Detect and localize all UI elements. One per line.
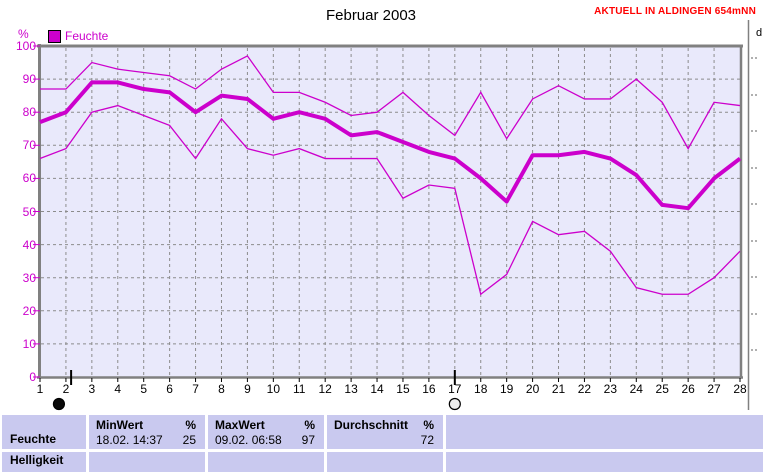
row2-maxwert-cell [208, 452, 324, 472]
x-tick-label: 5 [140, 382, 148, 396]
y-tick-label: 90 [22, 72, 36, 87]
x-tick-label: 6 [166, 382, 173, 396]
minwert-cell: MinWert % 18.02. 14:37 25 [89, 415, 205, 449]
x-tick-label: 23 [603, 382, 618, 396]
y-tick-label: 70 [22, 138, 36, 153]
chart-legend: Feuchte [48, 29, 108, 43]
row2-durchschnitt-cell [327, 452, 443, 472]
empty-cell [446, 415, 763, 449]
weather-station-page: { "header": { "title": "Februar 2003", "… [2, 6, 763, 472]
x-tick-label: 27 [707, 382, 721, 396]
maxwert-datetime: 09.02. 06:58 [215, 433, 282, 447]
minwert-value: 25 [182, 433, 196, 447]
x-tick-label: 19 [499, 382, 514, 396]
y-tick-label: 40 [22, 237, 36, 252]
row2-label: Helligkeit [10, 453, 64, 467]
durchschnitt-value: 72 [420, 433, 434, 447]
table-row2-label-cell: Helligkeit [2, 452, 86, 472]
durchschnitt-header: Durchschnitt [334, 418, 409, 432]
x-tick-label: 8 [218, 382, 225, 396]
x-tick-label: 9 [244, 382, 251, 396]
x-tick-label: 22 [577, 382, 592, 396]
x-tick-label: 20 [525, 382, 540, 396]
maxwert-unit: % [304, 418, 315, 432]
durchschnitt-unit: % [423, 418, 434, 432]
x-tick-label: 14 [370, 382, 384, 396]
maxwert-cell: MaxWert % 09.02. 06:58 97 [208, 415, 324, 449]
legend-label: Feuchte [65, 29, 109, 43]
row-label: Feuchte [10, 432, 57, 446]
x-tick-label: 18 [474, 382, 488, 396]
y-tick-label: 20 [22, 303, 36, 318]
cutoff-right-panel-label: d [756, 27, 763, 39]
x-tick-label: 16 [422, 382, 436, 396]
new-moon-icon [52, 397, 66, 411]
row2-empty-cell [446, 452, 763, 472]
x-tick-label: 28 [733, 382, 747, 396]
x-tick-label: 4 [114, 382, 122, 396]
x-tick-label: 2 [62, 382, 70, 396]
x-tick-label: 10 [266, 382, 280, 396]
row2-minwert-cell [89, 452, 205, 472]
durchschnitt-cell: Durchschnitt % 72 [327, 415, 443, 449]
x-tick-label: 7 [192, 382, 199, 396]
x-tick-label: 3 [88, 382, 96, 396]
minwert-unit: % [185, 418, 196, 432]
maxwert-value: 97 [301, 433, 315, 447]
page-title: Februar 2003 [325, 7, 417, 24]
y-axis-unit-label: % [18, 27, 29, 41]
y-tick-label: 10 [22, 336, 36, 351]
maxwert-header: MaxWert [215, 418, 265, 432]
minwert-header: MinWert [96, 418, 144, 432]
station-banner: AKTUELL IN ALDINGEN 654mNN [594, 6, 756, 17]
x-tick-label: 15 [396, 382, 410, 396]
table-row-label-cell: Feuchte [2, 415, 86, 449]
x-tick-label: 25 [655, 382, 669, 396]
full-moon-icon [448, 397, 461, 411]
minwert-datetime: 18.02. 14:37 [96, 433, 163, 447]
x-tick-label: 12 [318, 382, 332, 396]
y-tick-label: 100 [15, 39, 36, 53]
x-tick-label: 1 [36, 382, 44, 396]
y-tick-label: 0 [29, 370, 36, 384]
y-tick-label: 60 [22, 171, 36, 186]
y-tick-label: 30 [22, 270, 36, 285]
legend-color-swatch-icon [48, 29, 61, 43]
x-tick-label: 13 [344, 382, 358, 396]
y-tick-label: 80 [22, 105, 36, 120]
x-tick-label: 21 [551, 382, 566, 396]
x-tick-label: 24 [629, 382, 643, 396]
humidity-chart [33, 20, 758, 411]
x-tick-label: 17 [448, 382, 462, 396]
x-tick-label: 11 [293, 382, 306, 396]
y-tick-label: 50 [22, 204, 36, 219]
x-tick-label: 26 [681, 382, 695, 396]
